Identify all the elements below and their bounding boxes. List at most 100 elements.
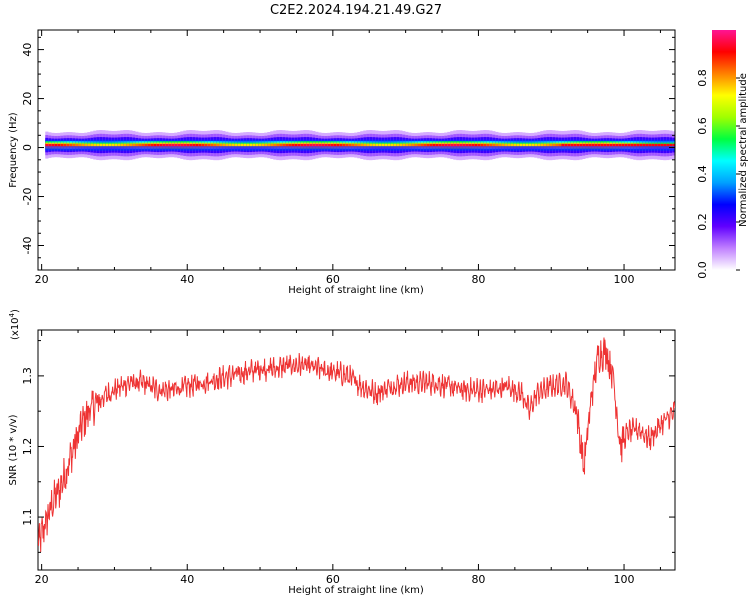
- heatmap-cell: [648, 143, 652, 147]
- heatmap-cell: [45, 143, 49, 147]
- heatmap-cell: [504, 143, 508, 147]
- heatmap-cell: [321, 143, 325, 147]
- heatmap-cell: [567, 143, 571, 147]
- heatmap-cell: [555, 143, 559, 147]
- heatmap-cell: [396, 143, 400, 147]
- heatmap-cell: [582, 143, 586, 147]
- heatmap-cell: [585, 143, 589, 147]
- heatmap-cell: [672, 143, 676, 147]
- heatmap-cell: [666, 143, 670, 147]
- heatmap-cell: [561, 143, 565, 147]
- spectrogram-ticks: 20 40 60 80 100 -40 -20 0 20 40: [21, 30, 675, 286]
- heatmap-cell: [495, 143, 499, 147]
- heatmap-cell: [60, 143, 64, 147]
- snr-y-tick-label: 1.3: [21, 367, 34, 385]
- heatmap-cell: [603, 143, 607, 147]
- heatmap-cell: [135, 143, 139, 147]
- heatmap-cell: [498, 143, 502, 147]
- heatmap-cell: [69, 143, 73, 147]
- heatmap-cell: [306, 143, 310, 147]
- heatmap-cell: [72, 143, 76, 147]
- heatmap-cell: [423, 143, 427, 147]
- heatmap-cell: [600, 143, 604, 147]
- heatmap-cell: [477, 143, 481, 147]
- heatmap-cell: [276, 143, 280, 147]
- heatmap-cell: [138, 143, 142, 147]
- snr-y-scale-label: (x104): [8, 309, 21, 340]
- heatmap-cell: [576, 143, 580, 147]
- heatmap-cell: [123, 143, 127, 147]
- heatmap-cell: [519, 143, 523, 147]
- heatmap-cell: [204, 143, 208, 147]
- heatmap-cell: [360, 143, 364, 147]
- heatmap-cell: [534, 143, 538, 147]
- heatmap-cell: [522, 143, 526, 147]
- heatmap-cell: [240, 143, 244, 147]
- heatmap-cell: [81, 143, 85, 147]
- spectrogram-x-tick-label: 40: [180, 273, 194, 286]
- heatmap-cell: [432, 143, 436, 147]
- heatmap-cell: [651, 143, 655, 147]
- heatmap-cell: [54, 143, 58, 147]
- heatmap-cell: [210, 143, 214, 147]
- heatmap-cell: [288, 143, 292, 147]
- heatmap-cell: [252, 143, 256, 147]
- heatmap-cell: [639, 143, 643, 147]
- heatmap-cell: [543, 143, 547, 147]
- spectrogram-y-tick-label: 20: [21, 92, 34, 106]
- heatmap-cell: [471, 143, 475, 147]
- heatmap-cell: [447, 143, 451, 147]
- heatmap-cell: [57, 143, 61, 147]
- heatmap-cell: [330, 143, 334, 147]
- heatmap-cell: [627, 143, 631, 147]
- heatmap-cell: [339, 143, 343, 147]
- heatmap-cell: [420, 143, 424, 147]
- heatmap-cell: [387, 143, 391, 147]
- heatmap-cell: [615, 143, 619, 147]
- heatmap-cell: [87, 143, 91, 147]
- spectrogram-panel: 20 40 60 80 100 -40 -20 0 20 40 Height of straigh…: [8, 29, 676, 296]
- heatmap-cell: [201, 143, 205, 147]
- heatmap-cell: [312, 143, 316, 147]
- snr-x-axis-label: Height of straight line (km): [288, 585, 424, 596]
- heatmap-cell: [402, 143, 406, 147]
- snr-x-tick-label: 100: [614, 573, 635, 586]
- heatmap-cell: [294, 143, 298, 147]
- heatmap-cell: [489, 143, 493, 147]
- heatmap-cell: [399, 143, 403, 147]
- colorbar: 0.0 0.2 0.4 0.6 0.8 Normalized spectral ampl…: [696, 30, 749, 279]
- heatmap-cell: [405, 143, 409, 147]
- heatmap-cell: [162, 143, 166, 147]
- heatmap-cell: [558, 143, 562, 147]
- heatmap-cell: [255, 143, 259, 147]
- heatmap-cell: [99, 143, 103, 147]
- spectrogram-y-tick-label: 0: [21, 144, 34, 151]
- heatmap-cell: [111, 143, 115, 147]
- heatmap-cell: [186, 143, 190, 147]
- heatmap-cell: [480, 143, 484, 147]
- heatmap-cell: [78, 143, 82, 147]
- heatmap-cell: [441, 143, 445, 147]
- heatmap-cell: [456, 143, 460, 147]
- heatmap-cell: [267, 143, 271, 147]
- heatmap-cell: [507, 143, 511, 147]
- heatmap-cell: [453, 143, 457, 147]
- heatmap-cell: [609, 143, 613, 147]
- heatmap-cell: [120, 143, 124, 147]
- heatmap-cell: [90, 143, 94, 147]
- heatmap-cell: [189, 143, 193, 147]
- spectrogram-x-tick-label: 20: [35, 273, 49, 286]
- colorbar-gradient: [712, 30, 736, 270]
- heatmap-cell: [414, 143, 418, 147]
- heatmap-cell: [552, 143, 556, 147]
- heatmap-cell: [354, 143, 358, 147]
- heatmap-cell: [303, 143, 307, 147]
- heatmap-cell: [474, 143, 478, 147]
- heatmap-cell: [318, 143, 322, 147]
- heatmap-cell: [657, 143, 661, 147]
- heatmap-cell: [198, 143, 202, 147]
- heatmap-cell: [624, 143, 628, 147]
- heatmap-cell: [363, 143, 367, 147]
- heatmap-cell: [45, 146, 675, 150]
